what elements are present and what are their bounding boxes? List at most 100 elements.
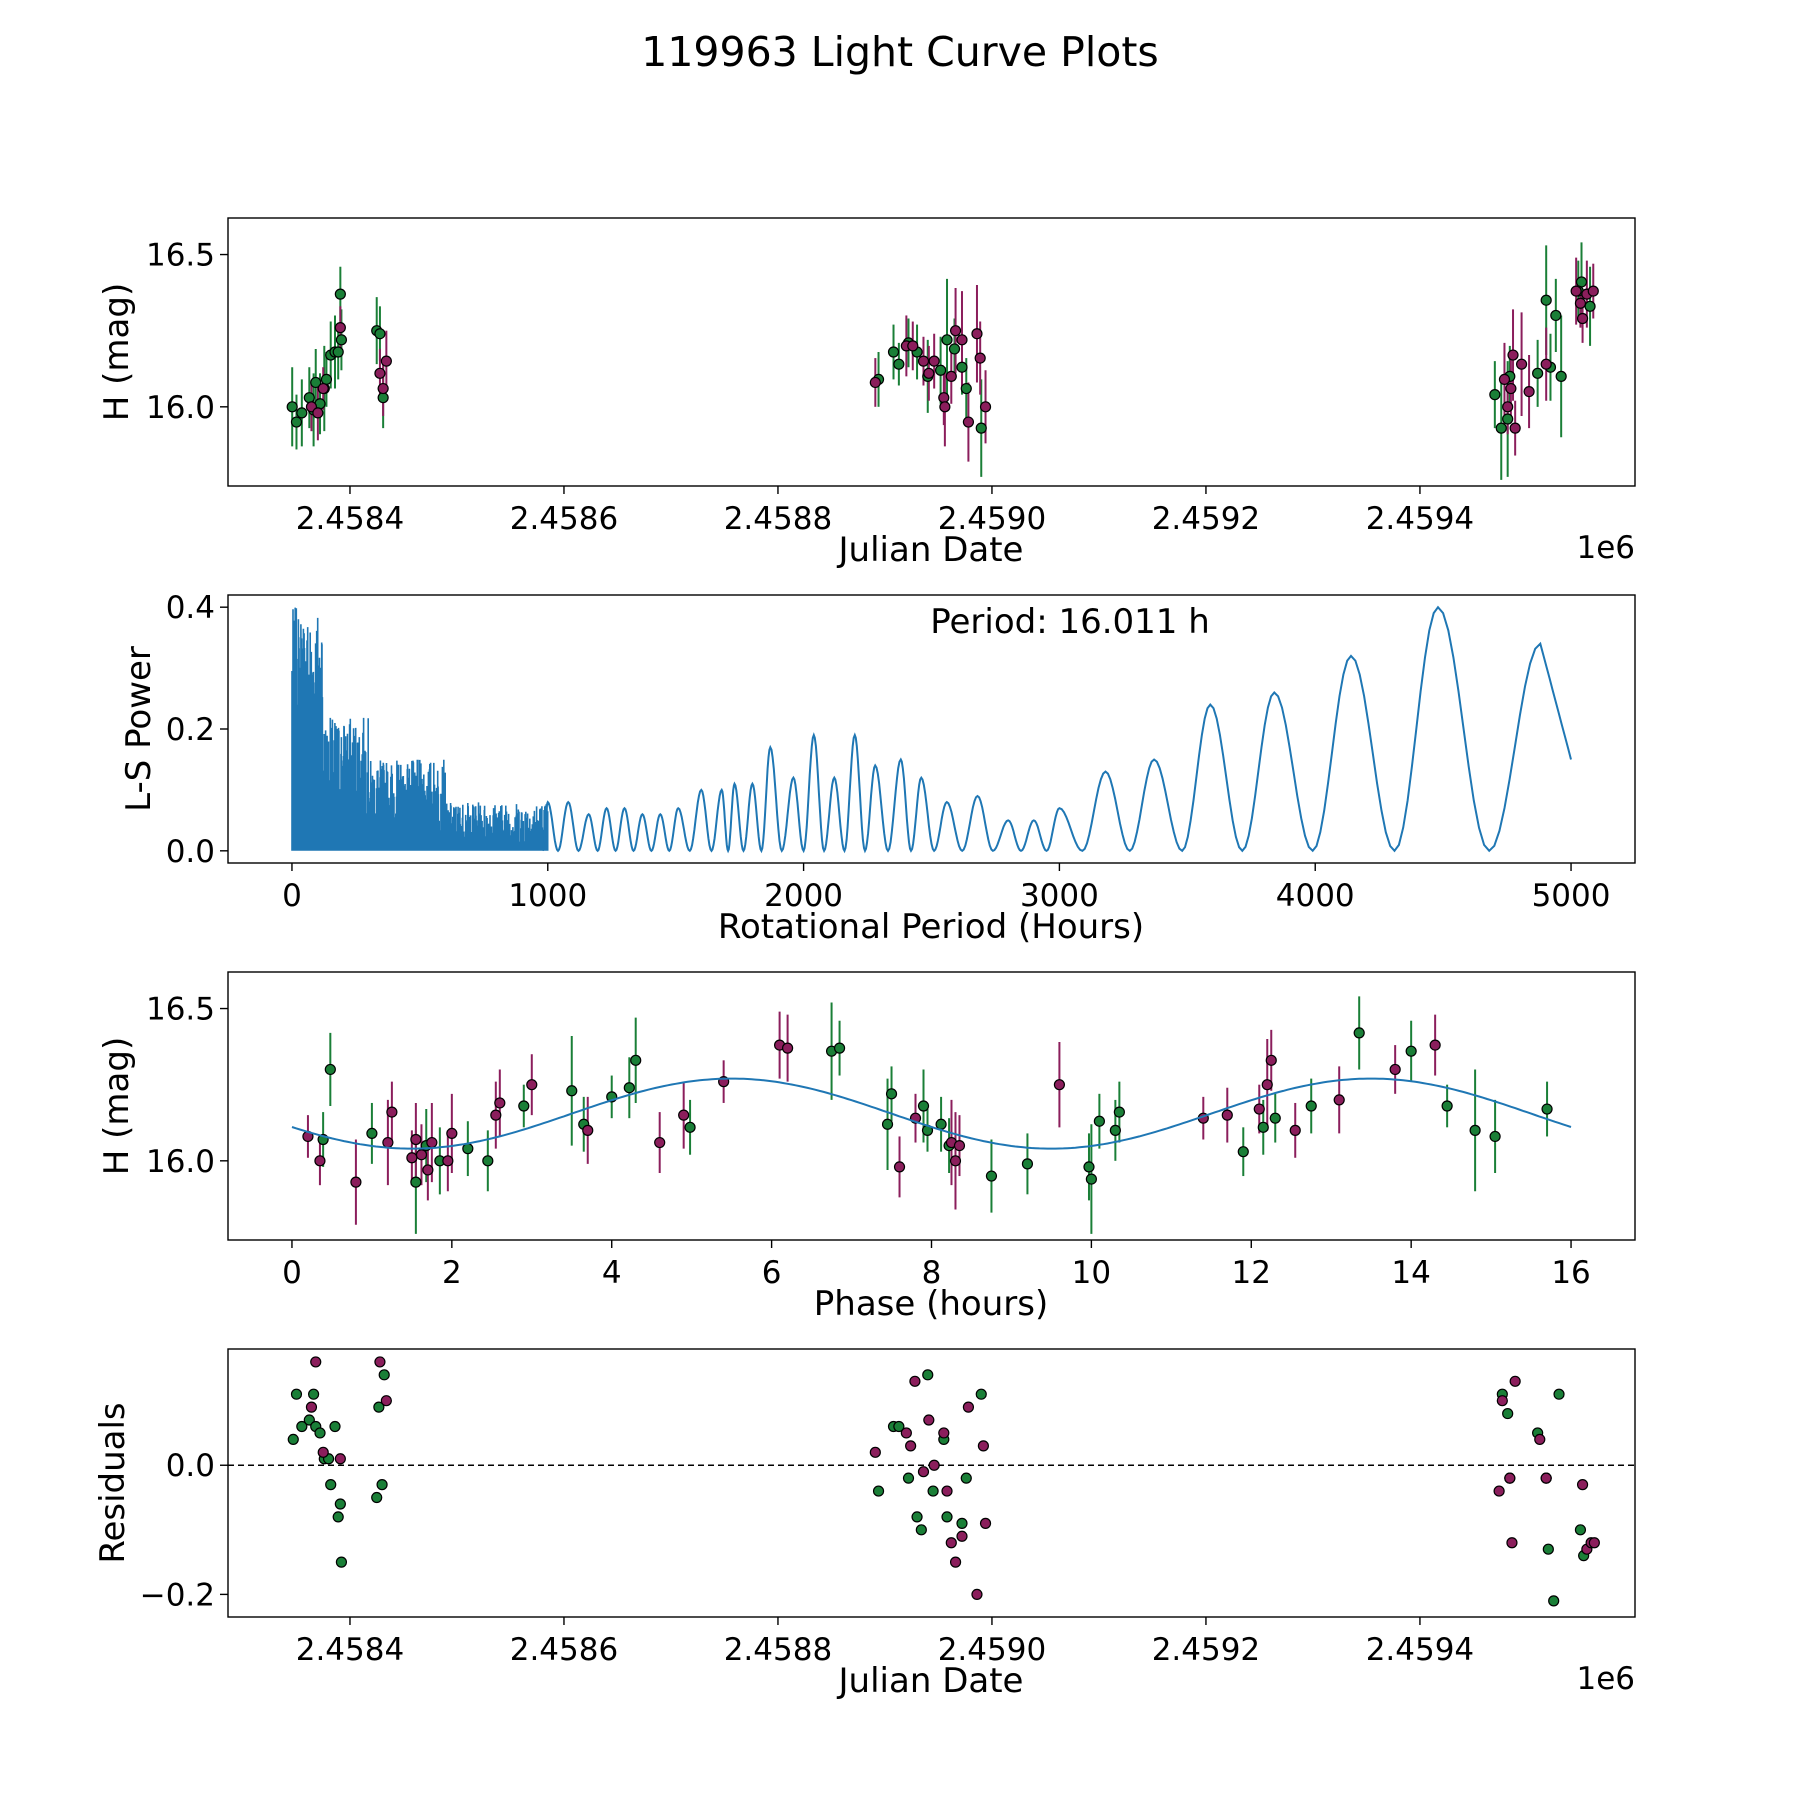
data-point xyxy=(979,401,992,413)
data-point xyxy=(928,1459,940,1471)
data-point xyxy=(909,1375,921,1387)
data-point xyxy=(917,355,930,367)
x-tick-label: 4000 xyxy=(1276,878,1355,914)
data-point xyxy=(1584,300,1596,312)
data-point xyxy=(1574,1524,1587,1536)
x-tick-label: 10 xyxy=(1072,1255,1111,1291)
data-point xyxy=(1542,1543,1554,1555)
periodogram-xlabel: Rotational Period (Hours) xyxy=(718,907,1144,947)
model-fit-curve xyxy=(291,1077,1572,1150)
data-point xyxy=(582,1124,594,1136)
data-point xyxy=(290,1388,303,1400)
data-point xyxy=(566,1085,578,1097)
data-point xyxy=(310,376,322,389)
data-point xyxy=(654,1136,666,1149)
data-point xyxy=(869,1446,881,1458)
data-point xyxy=(415,1149,428,1161)
periodogram-marks xyxy=(291,605,1572,854)
data-point xyxy=(956,334,968,346)
data-point xyxy=(1534,1433,1546,1446)
data-point xyxy=(332,346,344,358)
data-point xyxy=(1109,1124,1121,1136)
data-point xyxy=(518,1100,530,1112)
data-point xyxy=(1289,1124,1301,1136)
lightcurve-xlabel: Julian Date xyxy=(837,530,1024,570)
data-point xyxy=(934,364,947,376)
data-point xyxy=(1504,1472,1516,1484)
y-tick-label: 0.4 xyxy=(166,590,215,626)
data-point xyxy=(1505,382,1517,395)
data-point xyxy=(332,1511,344,1523)
data-point xyxy=(335,1556,348,1568)
data-point xyxy=(290,416,303,428)
data-point xyxy=(923,1414,935,1426)
data-point xyxy=(406,1152,418,1164)
data-point xyxy=(945,370,957,382)
x-tick-label: 6 xyxy=(762,1255,782,1291)
data-point xyxy=(1540,294,1552,306)
residuals-ylabel: Residuals xyxy=(93,1402,133,1563)
data-point xyxy=(1269,1112,1281,1124)
x-tick-label: 8 xyxy=(922,1255,942,1291)
data-point xyxy=(1253,1103,1265,1115)
data-point xyxy=(329,1420,341,1433)
x-tick-label: 2.4592 xyxy=(1152,501,1260,537)
data-point xyxy=(334,1498,346,1510)
residuals-offset-label: 1e6 xyxy=(1576,1661,1635,1697)
data-point xyxy=(1489,389,1501,401)
data-point xyxy=(1389,1063,1401,1076)
data-point xyxy=(1575,276,1588,288)
data-point xyxy=(374,1356,386,1368)
x-tick-label: 4 xyxy=(602,1255,622,1291)
data-point xyxy=(928,355,940,367)
y-tick-label: 16.0 xyxy=(146,1144,215,1180)
data-point xyxy=(941,1485,953,1497)
data-point xyxy=(917,1100,930,1112)
data-point xyxy=(1083,1161,1095,1173)
data-point xyxy=(945,1537,957,1549)
data-point xyxy=(1498,373,1511,386)
data-point xyxy=(985,1170,998,1182)
data-point xyxy=(374,367,386,379)
data-point xyxy=(380,355,392,367)
x-tick-label: 2.4590 xyxy=(938,501,1046,537)
x-tick-label: 14 xyxy=(1391,1255,1430,1291)
data-point xyxy=(1495,422,1507,434)
phased-panel: 0 2 4 6 8 10 12 14 16 16.0 16.5 Phase (hours) H (m… xyxy=(97,971,1636,1324)
data-point xyxy=(1261,1079,1273,1091)
data-point xyxy=(1574,297,1587,309)
x-tick-label: 16 xyxy=(1551,1255,1590,1291)
data-point xyxy=(1353,1027,1365,1039)
data-point xyxy=(902,1472,915,1484)
data-point xyxy=(953,1139,966,1152)
data-point xyxy=(911,1511,923,1523)
phased-ticks: 0 2 4 6 8 10 12 14 16 16.0 16.5 xyxy=(146,992,1591,1291)
y-tick-label: 0.2 xyxy=(166,712,215,748)
data-point xyxy=(317,382,329,395)
data-point xyxy=(1257,1121,1269,1133)
data-point xyxy=(334,322,346,334)
data-point xyxy=(335,334,348,346)
data-point xyxy=(1429,1039,1441,1051)
data-point xyxy=(382,1136,394,1149)
residuals-marks xyxy=(228,1356,1635,1607)
data-point xyxy=(678,1109,690,1121)
data-point xyxy=(623,1082,635,1094)
data-point xyxy=(1085,1173,1097,1185)
data-point xyxy=(380,1395,392,1407)
data-point xyxy=(325,1479,337,1491)
data-point xyxy=(296,1420,308,1433)
data-point xyxy=(377,382,389,395)
data-point xyxy=(1540,1472,1552,1484)
data-point xyxy=(446,1127,458,1140)
data-point xyxy=(1532,367,1544,379)
data-point xyxy=(1502,1407,1514,1420)
data-point xyxy=(872,1485,885,1497)
data-point xyxy=(320,373,333,386)
data-point xyxy=(975,422,987,434)
data-point xyxy=(410,1176,422,1188)
data-point xyxy=(893,1161,906,1173)
data-point xyxy=(1588,1537,1600,1549)
data-point xyxy=(941,1511,953,1523)
